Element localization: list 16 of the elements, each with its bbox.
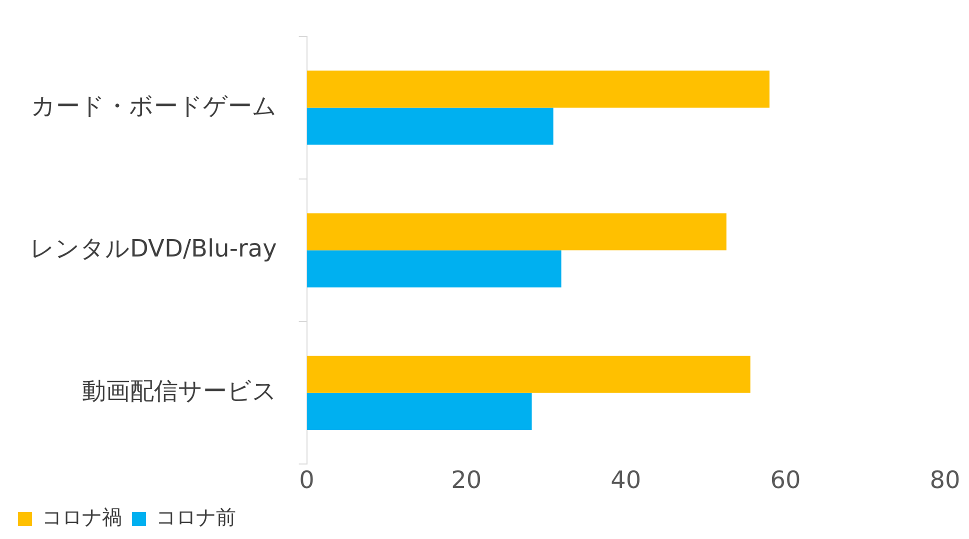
bar: [306, 392, 532, 430]
bar: [306, 356, 750, 393]
x-tick-label: 60: [770, 466, 801, 494]
bar: [306, 108, 554, 145]
bar: [306, 213, 726, 250]
bar: [306, 70, 770, 108]
y-tick-label: カード・ボードゲーム: [30, 92, 277, 120]
legend-label: コロナ前: [156, 505, 236, 530]
x-tick-label: 20: [451, 466, 482, 494]
bar: [306, 250, 562, 288]
y-tick-label: 動画配信サービス: [82, 377, 277, 406]
legend-label: コロナ禍: [42, 505, 122, 530]
x-tick-label: 40: [610, 466, 642, 494]
x-tick-label: 0: [299, 466, 314, 494]
y-tick-label: レンタルDVD/Blu-ray: [30, 234, 277, 263]
x-tick-label: 80: [930, 466, 960, 494]
